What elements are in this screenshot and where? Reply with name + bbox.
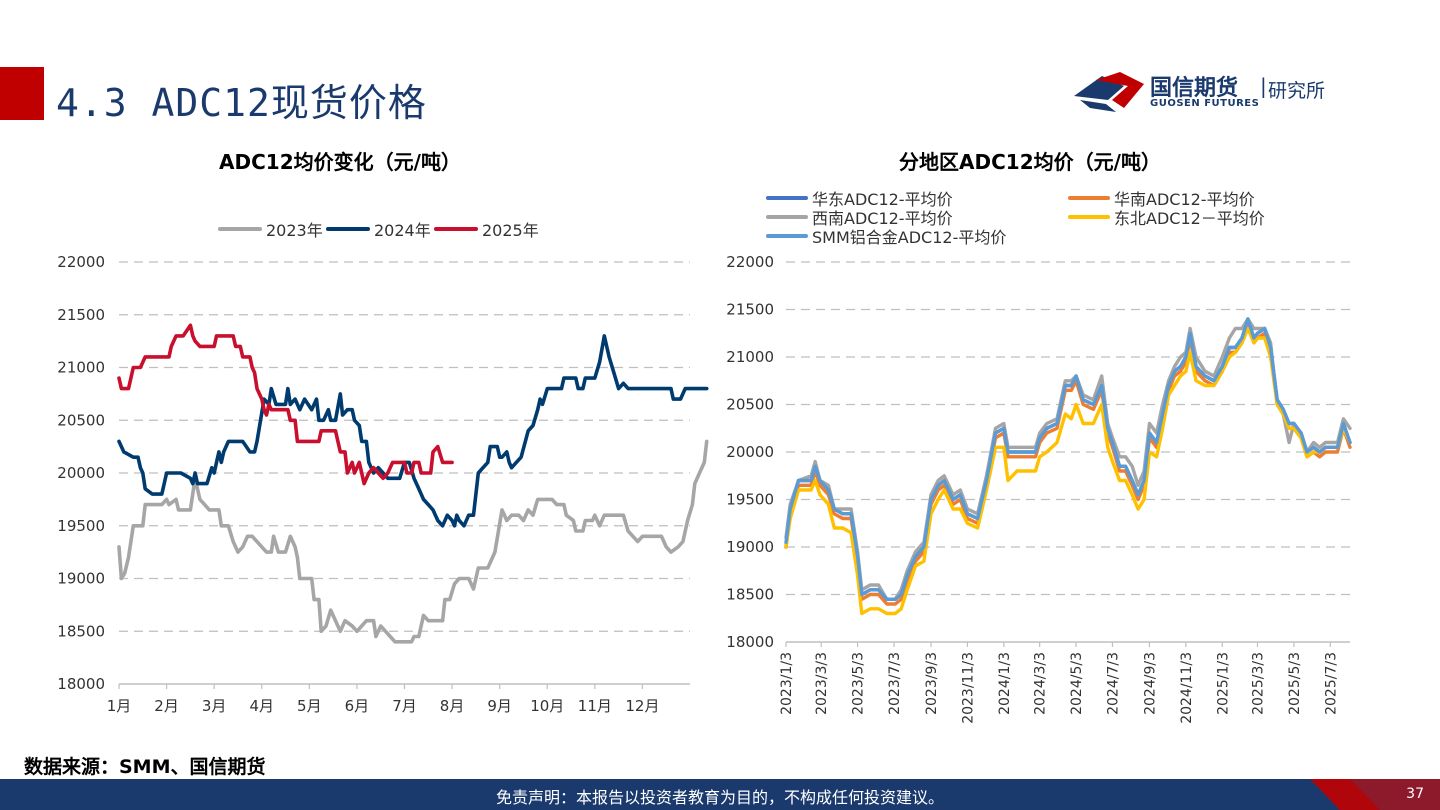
right-x-tick-label: 2024/5/3 (1069, 652, 1085, 715)
right-x-tick-label: 2024/3/3 (1033, 652, 1049, 715)
left-x-tick-label: 6月 (345, 697, 370, 715)
page-number: 37 (1406, 786, 1424, 802)
right-y-tick-label: 19000 (726, 538, 774, 556)
left-x-tick-label: 12月 (625, 697, 659, 715)
right-legend-swatch (1068, 196, 1110, 200)
right-chart-title: 分地区ADC12均价（元/吨） (899, 150, 1161, 174)
logo-chinese-name: 国信期货 (1150, 76, 1239, 101)
left-x-tick-label: 1月 (107, 697, 132, 715)
right-x-tick-label: 2024/11/3 (1179, 652, 1195, 724)
left-y-tick-label: 20500 (57, 411, 105, 429)
right-legend-label: 西南ADC12-平均价 (812, 209, 953, 228)
left-x-tick-label: 5月 (297, 697, 322, 715)
right-legend-label: SMM铝合金ADC12-平均价 (812, 228, 1007, 247)
left-y-tick-label: 18000 (57, 675, 105, 693)
right-legend-swatch (766, 196, 808, 200)
left-series-line-2023年 (117, 439, 709, 644)
logo-emblem-icon (1074, 72, 1144, 112)
left-y-tick-label: 20000 (57, 464, 105, 482)
right-y-tick-label: 20000 (726, 443, 774, 461)
right-x-tick-label: 2024/1/3 (997, 652, 1013, 715)
right-legend-label: 东北ADC12－平均价 (1114, 209, 1265, 228)
left-x-tick-label: 8月 (440, 697, 465, 715)
right-legend-item-southwest[interactable]: 西南ADC12-平均价 (766, 205, 953, 229)
right-series-line-SMM铝合金ADC12-平均价 (784, 317, 1352, 601)
left-legend-swatch (218, 227, 262, 231)
footer-disclaimer: 免责声明：本报告以投资者教育为目的，不构成任何投资建议。 (495, 788, 944, 807)
left-x-tick-label: 4月 (249, 697, 274, 715)
left-x-tick-label: 3月 (202, 697, 227, 715)
left-y-tick-label: 21500 (57, 306, 105, 324)
left-y-tick-label: 19500 (57, 517, 105, 535)
right-legend-item-south[interactable]: 华南ADC12-平均价 (1068, 186, 1255, 210)
right-legend-item-smm[interactable]: SMM铝合金ADC12-平均价 (766, 224, 1006, 248)
right-y-tick-label: 18000 (726, 633, 774, 651)
left-legend-label: 2025年 (482, 221, 539, 240)
left-y-tick-label: 21000 (57, 359, 105, 377)
data-source-note: 数据来源：SMM、国信期货 (24, 756, 266, 778)
right-x-tick-label: 2023/11/3 (960, 652, 976, 724)
right-series-line-东北ADC12－平均价 (784, 326, 1352, 616)
right-y-tick-label: 21500 (726, 301, 774, 319)
right-y-tick-label: 21000 (726, 348, 774, 366)
left-legend-item-2025[interactable]: 2025年 (434, 217, 539, 241)
left-y-tick-label: 18500 (57, 622, 105, 640)
right-x-tick-label: 2024/7/3 (1105, 652, 1121, 715)
logo-separator: | (1260, 74, 1267, 98)
left-y-tick-label: 22000 (57, 253, 105, 271)
left-y-tick-label: 19000 (57, 570, 105, 588)
left-x-tick-label: 7月 (392, 697, 417, 715)
footer-decoration-icon (1310, 779, 1440, 810)
left-x-tick-label: 11月 (578, 697, 612, 715)
left-legend-label: 2023年 (266, 221, 323, 240)
left-legend-item-2024[interactable]: 2024年 (326, 217, 431, 241)
right-series-line-西南ADC12-平均价 (784, 317, 1352, 601)
right-x-tick-label: 2025/3/3 (1250, 652, 1266, 715)
left-series-line-2025年 (117, 323, 454, 486)
right-x-tick-label: 2024/9/3 (1142, 652, 1158, 715)
company-logo: 国信期货 GUOSEN FUTURES | 研究所 (1072, 68, 1362, 118)
right-x-tick-label: 2025/7/3 (1323, 652, 1339, 715)
right-x-tick-label: 2023/3/3 (814, 652, 830, 715)
logo-english-name: GUOSEN FUTURES (1150, 98, 1260, 109)
left-legend-swatch (434, 227, 478, 231)
left-legend-label: 2024年 (374, 221, 431, 240)
right-legend-label: 华东ADC12-平均价 (812, 190, 953, 209)
right-legend-swatch (1068, 215, 1110, 219)
right-x-tick-label: 2023/7/3 (887, 652, 903, 715)
right-legend-label: 华南ADC12-平均价 (1114, 190, 1255, 209)
title-accent-bar (0, 67, 44, 120)
left-legend-swatch (326, 227, 370, 231)
right-series-line-华东ADC12-平均价 (784, 317, 1352, 601)
right-x-tick-label: 2025/1/3 (1215, 652, 1231, 715)
footer-bar: 免责声明：本报告以投资者教育为目的，不构成任何投资建议。 37 (0, 779, 1440, 810)
left-series-line-2024年 (117, 334, 709, 528)
right-x-tick-label: 2023/9/3 (924, 652, 940, 715)
left-x-tick-label: 2月 (154, 697, 179, 715)
page-title: 4.3 ADC12现货价格 (56, 81, 427, 125)
left-chart-title: ADC12均价变化（元/吨） (219, 150, 461, 174)
right-series-line-华南ADC12-平均价 (784, 322, 1352, 606)
right-y-tick-label: 22000 (726, 253, 774, 271)
right-y-tick-label: 18500 (726, 586, 774, 604)
right-x-tick-label: 2023/1/3 (779, 652, 795, 715)
right-legend-swatch (766, 234, 808, 238)
logo-subtitle: 研究所 (1268, 80, 1326, 102)
right-x-tick-label: 2023/5/3 (851, 652, 867, 715)
right-legend-item-northeast[interactable]: 东北ADC12－平均价 (1068, 205, 1265, 229)
right-y-tick-label: 20500 (726, 396, 774, 414)
right-legend-item-east[interactable]: 华东ADC12-平均价 (766, 186, 953, 210)
right-x-tick-label: 2025/5/3 (1287, 652, 1303, 715)
left-x-tick-label: 9月 (487, 697, 512, 715)
right-y-tick-label: 19500 (726, 491, 774, 509)
right-legend-swatch (766, 215, 808, 219)
left-x-tick-label: 10月 (530, 697, 564, 715)
left-legend-item-2023[interactable]: 2023年 (218, 217, 323, 241)
